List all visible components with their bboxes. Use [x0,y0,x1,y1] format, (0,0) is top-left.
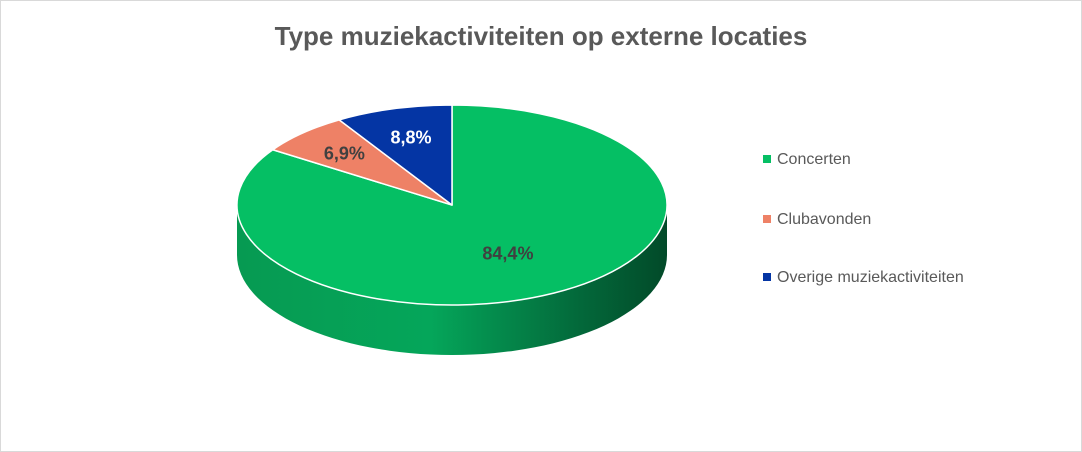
pie-slice-overige [338,104,453,206]
legend-label-overige: Overige muziekactiviteiten [777,269,964,286]
legend-swatch-overige [763,272,771,281]
legend-label-concerten: Concerten [777,151,851,168]
pie-side-layer [237,205,667,355]
legend-item-clubavonden: Clubavonden [763,211,871,229]
data-label-overige: 8,8% [390,128,431,148]
chart-title: Type muziekactiviteiten op externe locat… [274,21,808,51]
pie-side-concerten [237,205,667,355]
legend-swatch-concerten [763,154,771,163]
legend-item-concerten: Concerten [763,151,851,169]
pie-top-layer [236,104,668,306]
legend-item-overige: Overige muziekactiviteiten [763,269,964,287]
data-label-concerten: 84,4% [482,243,533,263]
legend-label-clubavonden: Clubavonden [777,211,872,228]
data-label-clubavonden: 6,9% [324,143,365,163]
pie-label-layer: 84,4% 6,9% 8,8% [324,128,534,264]
legend-swatch-clubavonden [763,214,771,223]
